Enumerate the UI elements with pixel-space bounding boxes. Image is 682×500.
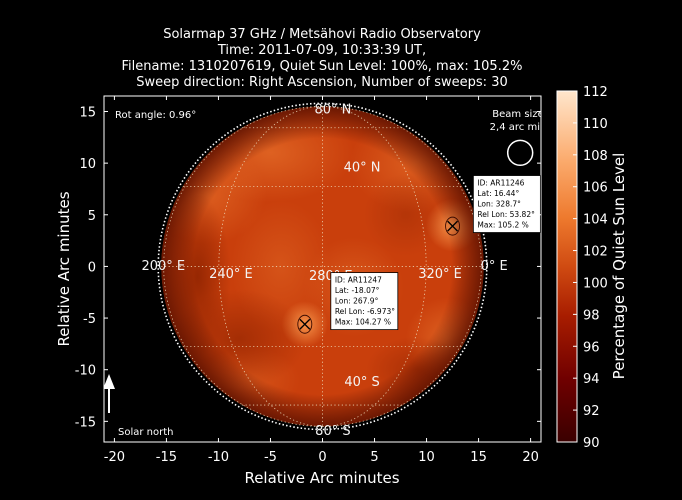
x-tick-label: 0 [318, 450, 326, 465]
longitude-line [218, 105, 323, 427]
grid-label: 40° S [344, 375, 379, 390]
grid-label: 80° S [315, 424, 350, 439]
colorbar-tick-label: 92 [583, 404, 600, 419]
chart-title: Solarmap 37 GHz / Metsähovi Radio Observ… [122, 27, 523, 90]
active-region-info-line: ID: AR11247 [335, 276, 382, 285]
active-region-info-line: Lat: -18.07° [335, 286, 380, 295]
title-line-1: Solarmap 37 GHz / Metsähovi Radio Observ… [163, 27, 481, 42]
y-axis-label: Relative Arc minutes [55, 191, 73, 346]
active-region-info-line: Lat: 16.44° [477, 189, 519, 198]
y-tick-label: 5 [88, 209, 96, 224]
heliographic-grid [161, 105, 484, 427]
x-tick-label: -15 [156, 450, 177, 465]
grid-label: 80° N [314, 103, 351, 118]
y-tick-label: -5 [83, 312, 96, 327]
grid-label: 200° E [141, 259, 185, 274]
solar-limb-circle [157, 102, 488, 431]
colorbar-tick-label: 98 [583, 308, 600, 323]
longitude-line [322, 105, 427, 427]
title-line-4: Sweep direction: Right Ascension, Number… [136, 75, 508, 90]
active-region-info-line: Lon: 267.9° [335, 297, 379, 306]
colorbar-tick-label: 96 [583, 340, 600, 355]
grid-label: 0° E [481, 259, 508, 274]
colorbar-tick-label: 102 [583, 245, 608, 260]
active-region-info-line: ID: AR11246 [477, 179, 524, 188]
colorbar-tick-label: 112 [583, 85, 608, 100]
active-region-marker [445, 216, 461, 236]
y-tick-label: -10 [75, 364, 96, 379]
solar-north-arrow [104, 374, 115, 413]
solar-north-label: Solar north [118, 427, 174, 438]
x-tick-label: 15 [470, 450, 487, 465]
y-tick-label: 10 [79, 157, 96, 172]
colorbar-tick-label: 106 [583, 181, 608, 196]
grid-label: 240° E [209, 267, 253, 282]
colorbar-tick-label: 110 [583, 117, 608, 132]
axes: -20 -15 -10 -5 0 5 10 15 20 -15 -10 -5 0 5 10 15 [75, 96, 541, 465]
grid-label: 320° E [418, 267, 462, 282]
beam-size-label: Beam size [492, 109, 543, 120]
title-line-3: Filename: 1310207619, Quiet Sun Level: 1… [122, 59, 523, 74]
grid-label: 40° N [344, 160, 381, 175]
active-region-info-line: Max: 105.2 % [477, 221, 528, 230]
colorbar-tick-label: 94 [583, 372, 600, 387]
x-tick-label: 5 [370, 450, 378, 465]
colorbar: 90 92 94 96 98 100 102 104 106 108 110 112 Percenta… [556, 85, 628, 451]
colorbar-tick-label: 104 [583, 213, 608, 228]
x-axis-label: Relative Arc minutes [244, 469, 399, 487]
y-tick-label: 0 [88, 260, 96, 275]
colorbar-gradient [556, 90, 578, 443]
active-region-info-line: Rel Lon: -6.973° [335, 307, 395, 316]
title-line-2: Time: 2011-07-09, 10:33:39 UT, [217, 43, 426, 58]
active-region-info-line: Lon: 328.7° [477, 200, 521, 209]
x-tick-label: -20 [104, 450, 125, 465]
y-tick-label: 15 [79, 105, 96, 120]
colorbar-ticks: 90 92 94 96 98 100 102 104 106 108 110 112 [573, 85, 608, 451]
colorbar-tick-label: 90 [583, 436, 600, 451]
active-region-info-line: Rel Lon: 53.82° [477, 210, 535, 219]
y-tick-label: -15 [75, 415, 96, 430]
colorbar-tick-label: 108 [583, 149, 608, 164]
colorbar-label: Percentage of Quiet Sun Level [610, 153, 628, 380]
x-tick-label: -10 [208, 450, 229, 465]
solar-limb [157, 102, 488, 431]
active-region-marker [297, 314, 313, 334]
beam-size-circle [506, 139, 534, 167]
beam-size-value: 2,4 arc min [490, 122, 547, 133]
x-tick-label: -5 [264, 450, 277, 465]
x-tick-label: 20 [522, 450, 539, 465]
active-region-info-line: Max: 104.27 % [335, 318, 391, 327]
rot-angle-label: Rot angle: 0.96° [115, 110, 196, 121]
x-tick-label: 10 [418, 450, 435, 465]
colorbar-tick-label: 100 [583, 276, 608, 291]
